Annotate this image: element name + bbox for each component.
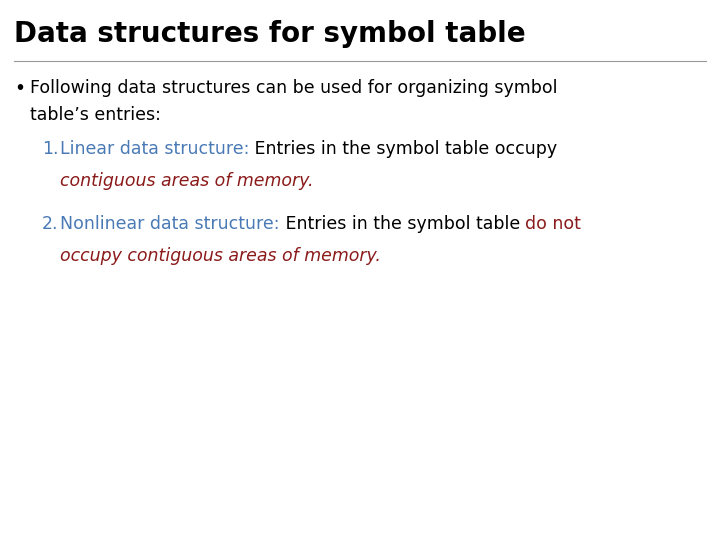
Text: Nonlinear data structure:: Nonlinear data structure:	[60, 215, 279, 233]
Text: contiguous areas of memory.: contiguous areas of memory.	[60, 172, 313, 191]
Text: 2.: 2.	[42, 215, 58, 233]
Text: 32: 32	[351, 509, 369, 522]
Text: Darshan Institute of Engineering & Technology: Darshan Institute of Engineering & Techn…	[390, 509, 701, 522]
Text: Entries in the symbol table occupy: Entries in the symbol table occupy	[249, 140, 557, 158]
Text: Unit – 2 : Overview of Language Processor: Unit – 2 : Overview of Language Processo…	[14, 509, 296, 522]
Text: Nonlinear data structure:: Nonlinear data structure:	[60, 215, 279, 233]
Text: Linear data structure:: Linear data structure:	[60, 140, 249, 158]
Text: Entries in the symbol table: Entries in the symbol table	[279, 215, 526, 233]
Text: Data structures for symbol table: Data structures for symbol table	[14, 21, 526, 49]
Text: Linear data structure: Entries in the symbol table occupy: Linear data structure: Entries in the sy…	[60, 140, 557, 158]
Text: •: •	[14, 79, 25, 98]
Text: do not: do not	[526, 215, 581, 233]
Text: table’s entries:: table’s entries:	[30, 106, 161, 124]
Text: 1.: 1.	[42, 140, 58, 158]
Text: Following data structures can be used for organizing symbol: Following data structures can be used fo…	[30, 79, 557, 97]
Text: occupy contiguous areas of memory.: occupy contiguous areas of memory.	[60, 247, 381, 265]
